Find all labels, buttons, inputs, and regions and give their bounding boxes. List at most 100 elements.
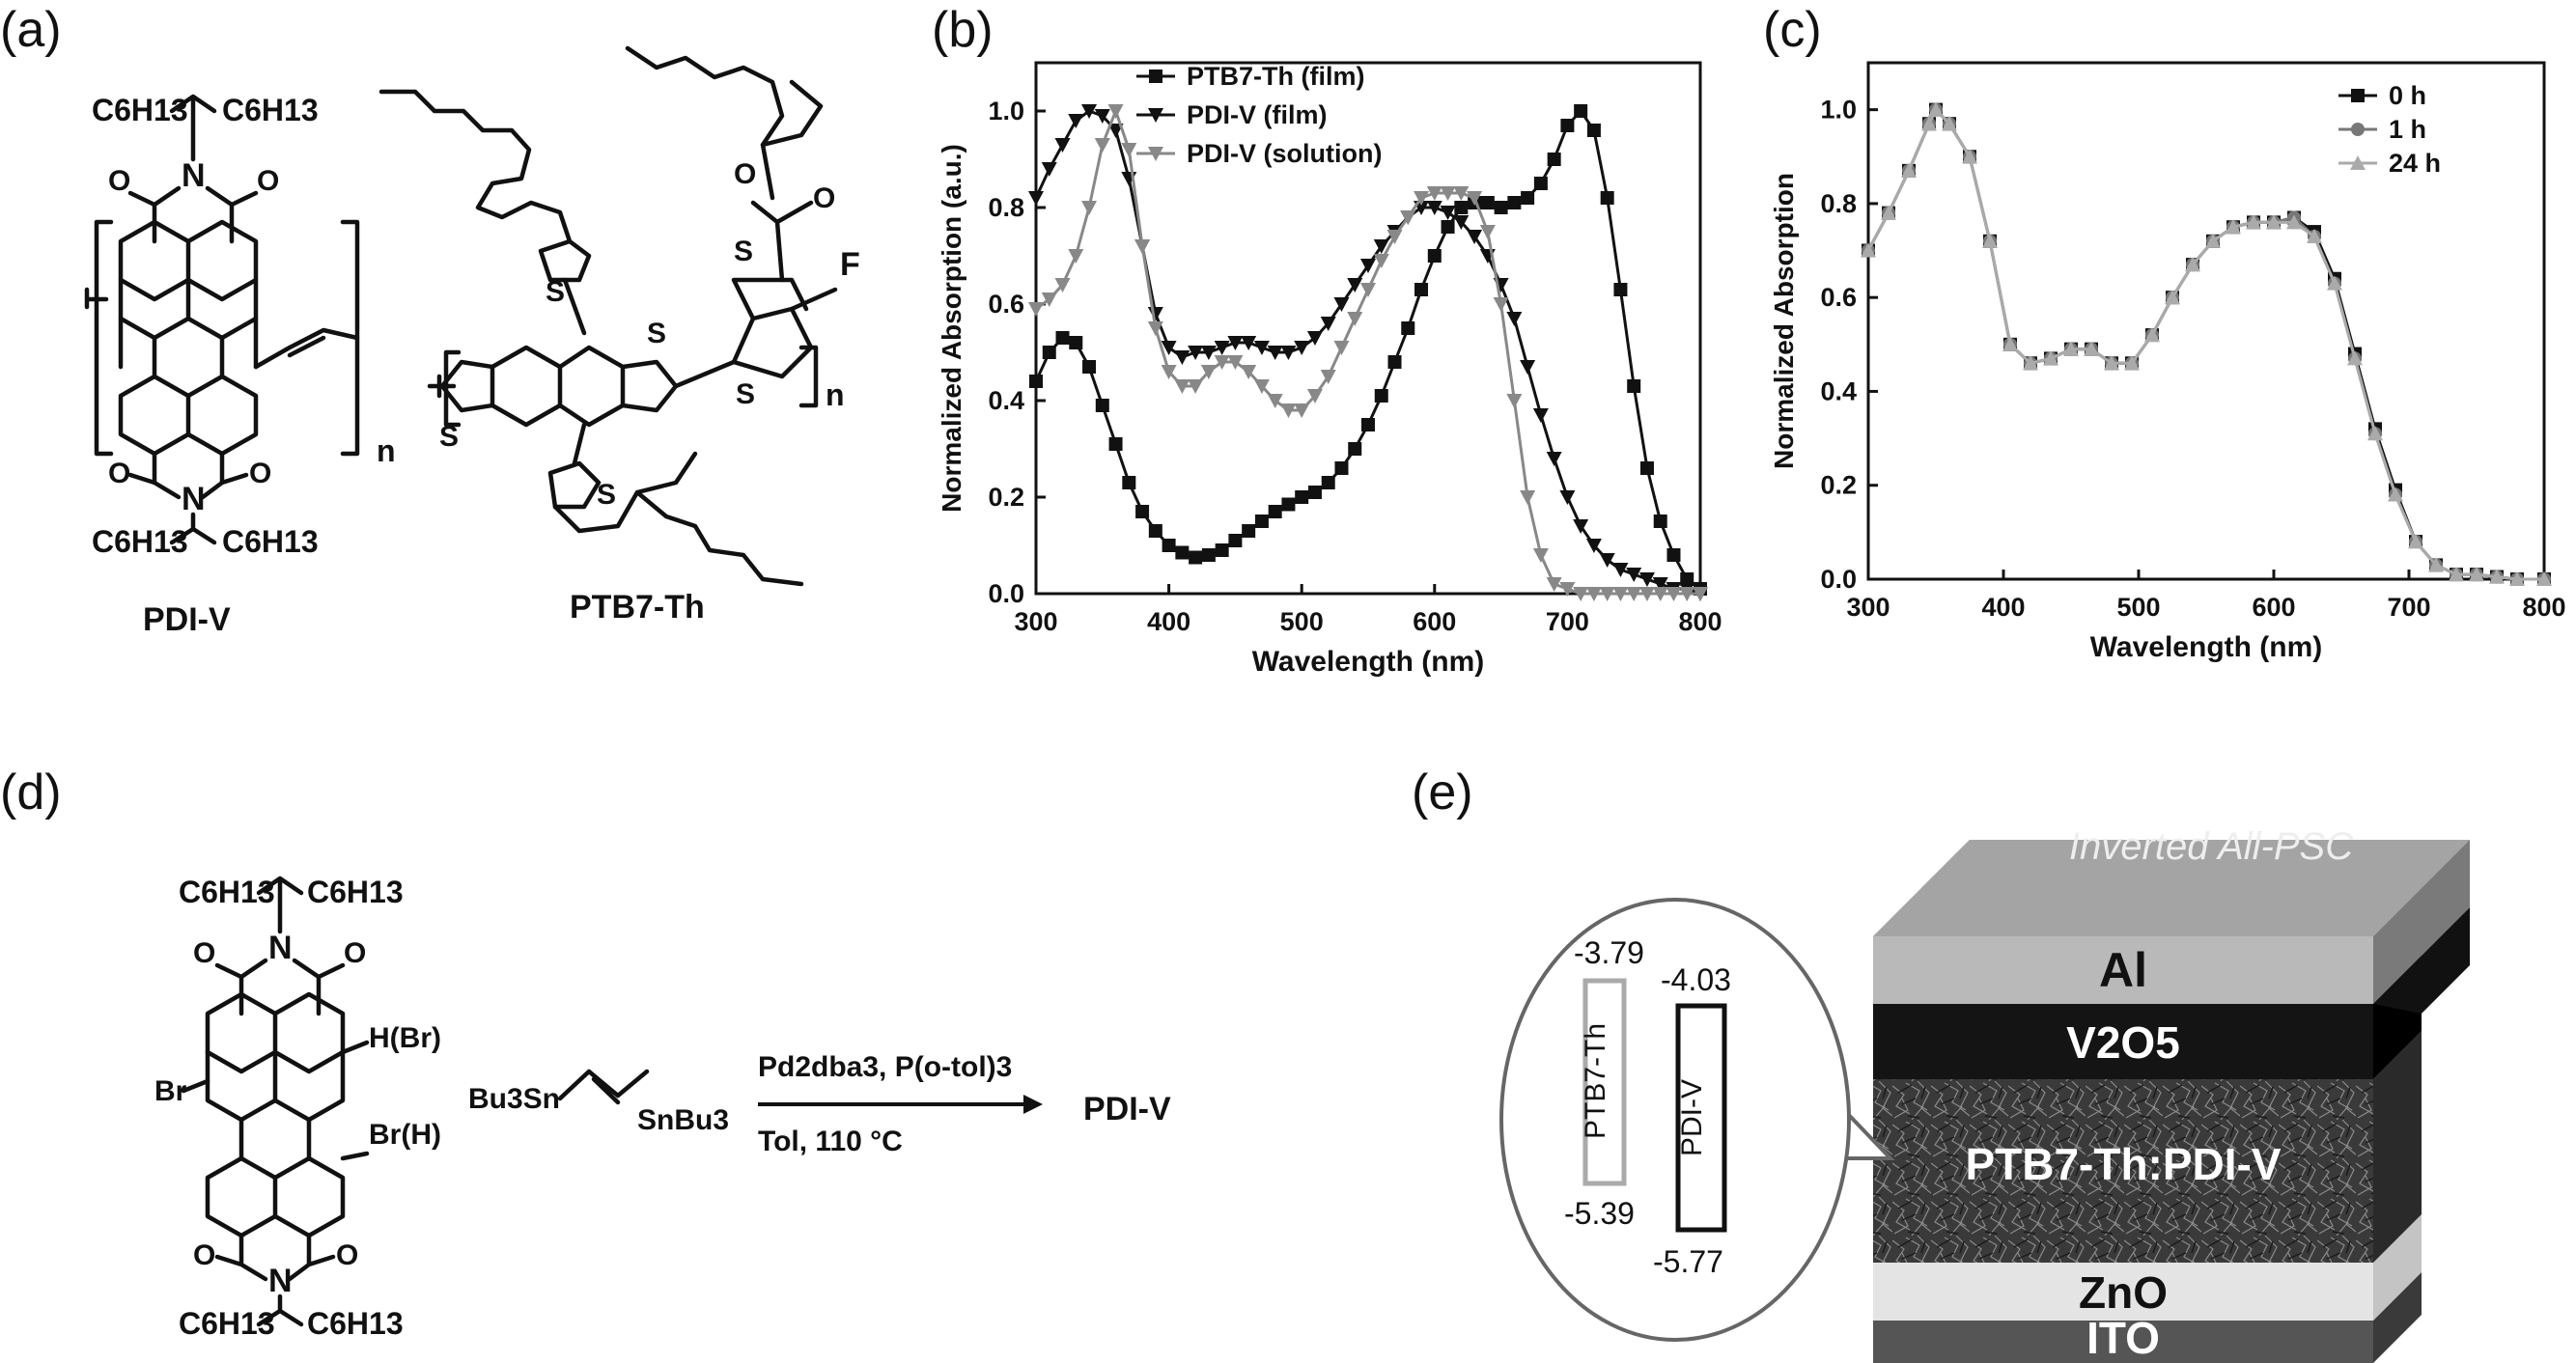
dibromo-n-bottom: N xyxy=(268,1263,293,1299)
ptb7-s-bdt-right: S xyxy=(647,318,666,349)
x-axis-label-c: Wavelength (nm) xyxy=(2090,631,2323,663)
data-point-b-1 xyxy=(1174,350,1190,365)
data-point-c-2 xyxy=(2469,567,2484,582)
y-tick-label-c: 0.0 xyxy=(1820,565,1857,594)
data-point-b-2 xyxy=(1068,249,1084,264)
data-point-b-2 xyxy=(1386,230,1403,244)
data-point-b-2 xyxy=(1347,312,1363,326)
data-point-b-2 xyxy=(1546,577,1562,592)
x-tick-label-b: 700 xyxy=(1546,607,1589,636)
data-point-b-0 xyxy=(1307,486,1322,499)
acceptor-label: PDI-V xyxy=(1676,1079,1708,1156)
data-point-b-0 xyxy=(1215,543,1229,557)
y-tick-label-c: 0.6 xyxy=(1820,283,1857,312)
x-tick-label-b: 300 xyxy=(1014,607,1057,636)
data-point-c-2 xyxy=(2226,219,2241,235)
data-point-c-2 xyxy=(2104,355,2119,371)
al-surface xyxy=(1873,840,2470,936)
data-point-b-2 xyxy=(1573,587,1589,601)
legend-label-c-1: 1 h xyxy=(2389,115,2426,144)
data-point-b-2 xyxy=(1612,587,1629,601)
layer-label-v2o5: V2O5 xyxy=(2066,1017,2180,1068)
data-point-b-0 xyxy=(1254,515,1269,528)
data-point-b-2 xyxy=(1054,278,1071,292)
ptb7-o-carbonyl: O xyxy=(813,182,835,214)
data-point-b-2 xyxy=(1626,587,1642,601)
data-point-b-1 xyxy=(1081,104,1098,119)
data-point-b-0 xyxy=(1387,355,1402,369)
data-point-b-2 xyxy=(1599,587,1615,601)
active-side xyxy=(2373,1031,2422,1263)
data-point-b-0 xyxy=(1268,505,1282,518)
plot-frame-b xyxy=(1034,61,1702,596)
pdiv-o-bottom-right: O xyxy=(249,458,271,489)
data-point-b-0 xyxy=(1401,321,1415,335)
data-point-b-1 xyxy=(1306,331,1323,346)
data-point-b-1 xyxy=(1573,519,1589,534)
data-point-c-2 xyxy=(2043,350,2058,366)
data-point-c-2 xyxy=(2205,233,2221,248)
data-point-c-2 xyxy=(1982,233,1998,248)
panel-label-b: (b) xyxy=(932,2,994,58)
data-point-b-1 xyxy=(1068,114,1084,128)
pdiv-repeat-n: n xyxy=(377,433,396,468)
series-line-c-0 xyxy=(1866,106,2544,581)
acceptor-homo: -5.77 xyxy=(1653,1244,1723,1279)
series-line-c-1 xyxy=(1866,106,2544,581)
data-point-b-0 xyxy=(1533,177,1548,190)
data-point-b-1 xyxy=(1360,259,1376,273)
v2o5-front xyxy=(1873,1004,2373,1079)
data-point-b-0 xyxy=(1627,379,1641,393)
dibromo-alkyl-top-right: C6H13 xyxy=(307,875,404,909)
data-point-b-2 xyxy=(1214,355,1230,370)
panel-label-a: (a) xyxy=(0,2,62,58)
x-tick-label-b: 800 xyxy=(1678,607,1722,636)
x-tick-label-b: 600 xyxy=(1413,607,1456,636)
data-point-b-0 xyxy=(1242,524,1256,538)
x-tick-label-c: 700 xyxy=(2387,593,2430,622)
data-point-b-0 xyxy=(1295,490,1309,504)
data-point-b-0 xyxy=(1653,515,1667,528)
y-tick-label-b: 0.8 xyxy=(988,193,1024,222)
data-point-b-1 xyxy=(1585,539,1602,553)
data-point-b-2 xyxy=(1506,394,1523,408)
x-tick-label-b: 400 xyxy=(1147,607,1190,636)
pdiv-alkyl-top-right: C6H13 xyxy=(222,93,319,127)
stannane-right: SnBu3 xyxy=(637,1104,729,1136)
x-axis-label-b: Wavelength (nm) xyxy=(1252,646,1485,678)
pdiv-alkyl-bottom-right: C6H13 xyxy=(222,524,319,559)
data-point-b-0 xyxy=(1334,461,1349,475)
data-point-b-0 xyxy=(1175,545,1190,560)
data-point-b-1 xyxy=(1094,109,1110,124)
data-point-b-0 xyxy=(1586,124,1601,137)
data-point-c-2 xyxy=(2536,571,2552,586)
data-point-b-2 xyxy=(1280,403,1297,418)
data-point-c-2 xyxy=(1901,162,1917,178)
pdiv-o-top-left: O xyxy=(108,165,130,197)
data-point-b-0 xyxy=(1029,375,1043,388)
data-point-b-0 xyxy=(1480,196,1495,209)
scheme-product: PDI-V xyxy=(1083,1091,1171,1127)
x-tick-label-b: 500 xyxy=(1280,607,1324,636)
legend-marker-c-1 xyxy=(2351,123,2365,136)
data-point-b-1 xyxy=(1253,341,1270,355)
data-point-b-2 xyxy=(1134,239,1151,254)
data-point-b-2 xyxy=(1147,321,1163,336)
data-point-b-0 xyxy=(1427,249,1442,263)
data-point-b-2 xyxy=(1440,186,1456,201)
legend-label-c-0: 0 h xyxy=(2389,81,2426,110)
data-point-c-2 xyxy=(2266,214,2282,230)
data-point-b-1 xyxy=(1241,336,1257,350)
data-point-b-2 xyxy=(1693,587,1708,601)
data-point-b-2 xyxy=(1320,370,1336,384)
data-point-b-2 xyxy=(1041,292,1057,307)
ptb7-s-lower-thiophene: S xyxy=(597,479,616,511)
data-point-b-1 xyxy=(1638,572,1655,587)
data-point-b-1 xyxy=(1546,452,1562,466)
data-point-b-0 xyxy=(1454,201,1469,214)
data-point-b-0 xyxy=(1374,389,1388,403)
ptb7-s-tt-top: S xyxy=(734,236,753,267)
data-point-c-2 xyxy=(2246,214,2261,230)
pdiv-n-top: N xyxy=(182,157,206,194)
pdiv-name: PDI-V xyxy=(143,601,231,638)
